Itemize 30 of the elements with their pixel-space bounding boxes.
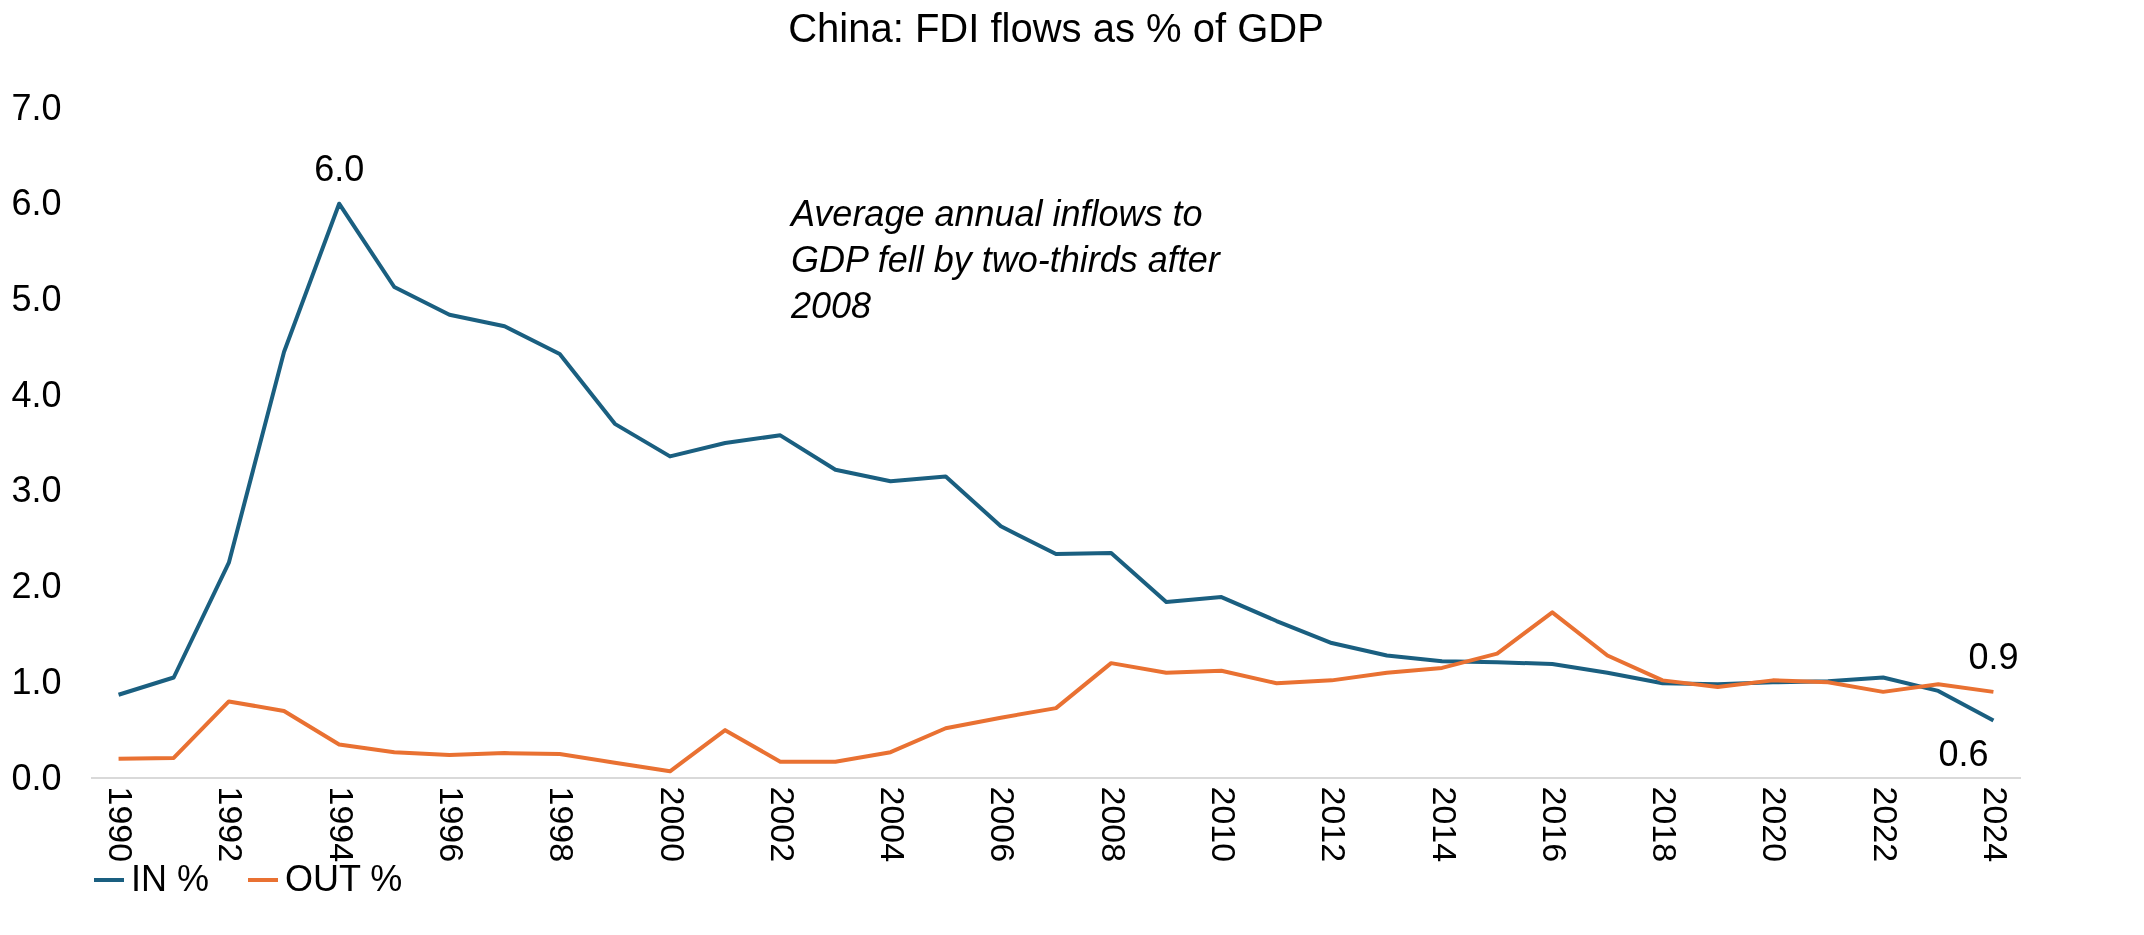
y-tick-label: 1.0: [11, 660, 62, 702]
y-tick-label: 7.0: [11, 86, 62, 128]
x-tick-label: 2012: [1315, 786, 1354, 863]
annotation: Average annual inflows to GDP fell by two-thirds after 2008: [789, 193, 1222, 326]
x-tick-label: 2004: [874, 786, 913, 863]
x-tick-label: 2002: [763, 786, 802, 863]
chart-title: China: FDI flows as % of GDP: [788, 6, 1324, 50]
x-tick-label: 2024: [1976, 786, 2015, 863]
y-tick-label: 5.0: [11, 277, 62, 319]
x-tick-label: 2014: [1425, 786, 1464, 863]
y-tick-label: 2.0: [11, 565, 62, 607]
x-tick-label: 1994: [322, 786, 361, 863]
x-tick-label: 2008: [1094, 786, 1133, 863]
y-tick-label: 4.0: [11, 373, 62, 415]
x-tick-label: 2016: [1535, 786, 1574, 863]
x-tick-label: 2000: [653, 786, 692, 863]
data-label: 0.9: [1968, 635, 2019, 677]
x-tick-label: 2006: [984, 786, 1023, 863]
y-tick-label: 6.0: [11, 182, 62, 224]
x-tick-label: 1992: [212, 786, 251, 863]
data-label: 0.6: [1938, 732, 1989, 774]
x-tick-label: 2010: [1204, 786, 1243, 863]
x-tick-label: 2020: [1756, 786, 1795, 863]
x-tick-label: 2018: [1646, 786, 1685, 863]
x-tick-label: 1996: [432, 786, 471, 863]
x-tick-label: 1998: [543, 786, 582, 863]
y-tick-label: 3.0: [11, 469, 62, 511]
data-label: 6.0: [314, 147, 365, 189]
y-tick-label: 0.0: [11, 756, 62, 798]
x-tick-label: 2022: [1866, 786, 1905, 863]
